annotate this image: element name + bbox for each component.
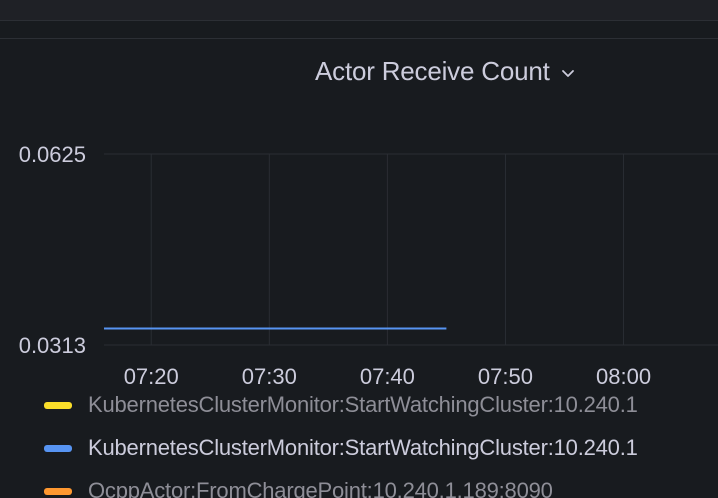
top-panel-strip	[0, 0, 718, 21]
x-tick-label: 07:50	[478, 364, 533, 389]
legend-item[interactable]: OcppActor:FromChargePoint:10.240.1.189:8…	[44, 478, 553, 498]
legend-label: KubernetesClusterMonitor:StartWatchingCl…	[88, 392, 638, 417]
chart-panel	[0, 38, 718, 498]
chart-legend: KubernetesClusterMonitor:StartWatchingCl…	[0, 392, 718, 498]
legend-item[interactable]: KubernetesClusterMonitor:StartWatchingCl…	[44, 435, 638, 461]
y-tick-label: 0.0625	[19, 142, 86, 167]
time-series-plot[interactable]: 07:20 07:30 07:40 07:50 08:00 0.0625 0.0313	[0, 0, 718, 392]
x-tick-label: 07:40	[360, 364, 415, 389]
x-tick-label: 07:20	[124, 364, 179, 389]
legend-swatch	[44, 401, 72, 409]
x-tick-label: 07:30	[242, 364, 297, 389]
legend-swatch	[44, 444, 72, 452]
y-tick-label: 0.0313	[19, 333, 86, 358]
legend-label: KubernetesClusterMonitor:StartWatchingCl…	[88, 435, 638, 460]
chevron-down-icon[interactable]	[560, 66, 576, 82]
x-tick-label: 08:00	[596, 364, 651, 389]
panel-title[interactable]: Actor Receive Count	[315, 56, 550, 86]
legend-item[interactable]: KubernetesClusterMonitor:StartWatchingCl…	[44, 392, 638, 418]
panel-title-menu[interactable]: Actor Receive Count	[315, 56, 576, 87]
legend-label: OcppActor:FromChargePoint:10.240.1.189:8…	[88, 478, 553, 498]
legend-swatch	[44, 487, 72, 495]
panel-header: Actor Receive Count	[0, 52, 718, 92]
